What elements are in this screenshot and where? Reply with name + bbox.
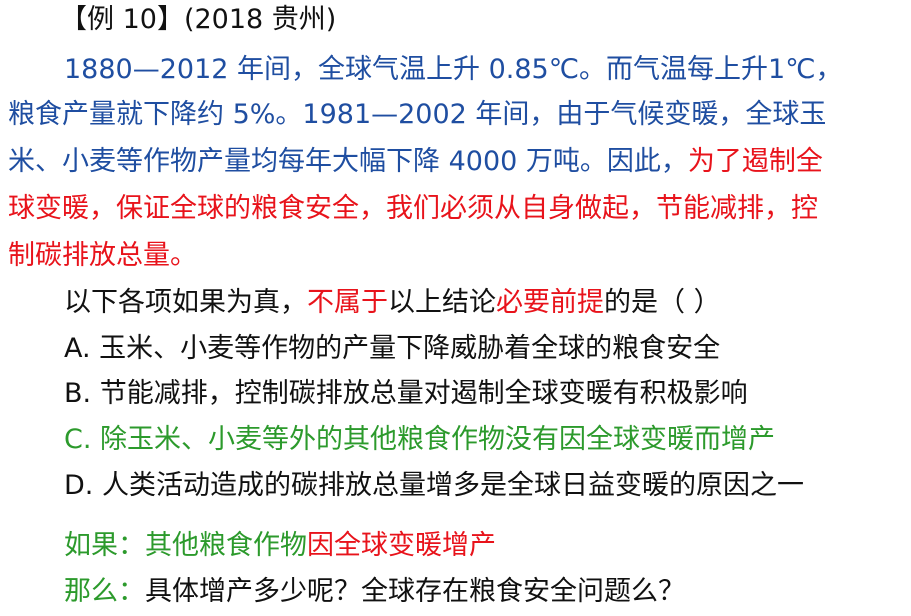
passage-line-4: 球变暖，保证全球的粮食安全，我们必须从自身做起，节能减排，控 <box>8 193 818 224</box>
question-stem: 以下各项如果为真，不属于以上结论必要前提的是（ ） <box>64 285 721 321</box>
example-number: 【例 10】 <box>60 4 184 35</box>
analysis-then-label: 那么： <box>64 576 145 607</box>
analysis-if-text-red: 因全球变暖增产 <box>307 530 496 561</box>
question-keyword-premise: 必要前提 <box>496 287 604 318</box>
option-c: C. 除玉米、小麦等外的其他粮食作物没有因全球变暖而增产 <box>64 424 776 455</box>
example-source: (2018 贵州) <box>183 4 337 35</box>
analysis-if-text-green: 其他粮食作物 <box>145 530 307 561</box>
option-a: A. 玉米、小麦等作物的产量下降威胁着全球的粮食安全 <box>64 333 721 364</box>
passage-line-3: 米、小麦等作物产量均每年大幅下降 4000 万吨。因此，为了遏制全 <box>8 144 823 180</box>
question-part-3: 以上结论 <box>388 287 496 318</box>
question-keyword-not-belong: 不属于 <box>307 287 388 318</box>
passage-line-3-red: 为了遏制全 <box>687 146 823 177</box>
passage-line-3-blue: 米、小麦等作物产量均每年大幅下降 4000 万吨。因此， <box>8 146 688 177</box>
analysis-then: 那么：具体增产多少呢？全球存在粮食安全问题么？ <box>64 574 685 610</box>
analysis-if-label: 如果： <box>64 530 145 561</box>
analysis-then-text: 具体增产多少呢？全球存在粮食安全问题么？ <box>145 576 685 607</box>
example-header: 【例 10】(2018 贵州) <box>60 2 336 38</box>
option-b: B. 节能减排，控制碳排放总量对遏制全球变暖有积极影响 <box>64 378 748 409</box>
question-part-1: 以下各项如果为真， <box>64 287 307 318</box>
passage-line-5: 制碳排放总量。 <box>8 240 197 271</box>
option-d: D. 人类活动造成的碳排放总量增多是全球日益变暖的原因之一 <box>64 470 804 501</box>
analysis-if: 如果：其他粮食作物因全球变暖增产 <box>64 528 496 564</box>
question-part-5: 的是（ ） <box>604 287 721 318</box>
passage-line-1: 1880—2012 年间，全球气温上升 0.85℃。而气温每上升1℃， <box>64 54 843 85</box>
passage-line-2: 粮食产量就下降约 5%。1981—2002 年间，由于气候变暖，全球玉 <box>8 99 827 130</box>
